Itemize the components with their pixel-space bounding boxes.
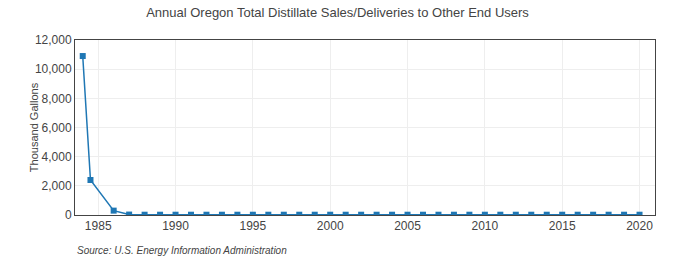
svg-text:6,000: 6,000 xyxy=(42,121,72,135)
svg-text:Annual Oregon Total Distillate: Annual Oregon Total Distillate Sales/Del… xyxy=(146,5,529,20)
svg-text:1990: 1990 xyxy=(162,219,189,233)
svg-text:4,000: 4,000 xyxy=(42,150,72,164)
svg-text:12,000: 12,000 xyxy=(35,33,72,47)
svg-text:2015: 2015 xyxy=(549,219,576,233)
svg-text:1995: 1995 xyxy=(240,219,267,233)
svg-text:Thousand Gallons: Thousand Gallons xyxy=(28,82,40,172)
svg-text:0: 0 xyxy=(65,208,72,222)
svg-text:2000: 2000 xyxy=(317,219,344,233)
svg-text:2020: 2020 xyxy=(626,219,653,233)
svg-text:1985: 1985 xyxy=(85,219,112,233)
svg-text:2010: 2010 xyxy=(472,219,499,233)
svg-text:10,000: 10,000 xyxy=(35,62,72,76)
svg-text:8,000: 8,000 xyxy=(42,92,72,106)
svg-text:2005: 2005 xyxy=(394,219,421,233)
svg-text:2,000: 2,000 xyxy=(42,179,72,193)
svg-text:Source: U.S. Energy Informatio: Source: U.S. Energy Information Administ… xyxy=(77,245,287,256)
